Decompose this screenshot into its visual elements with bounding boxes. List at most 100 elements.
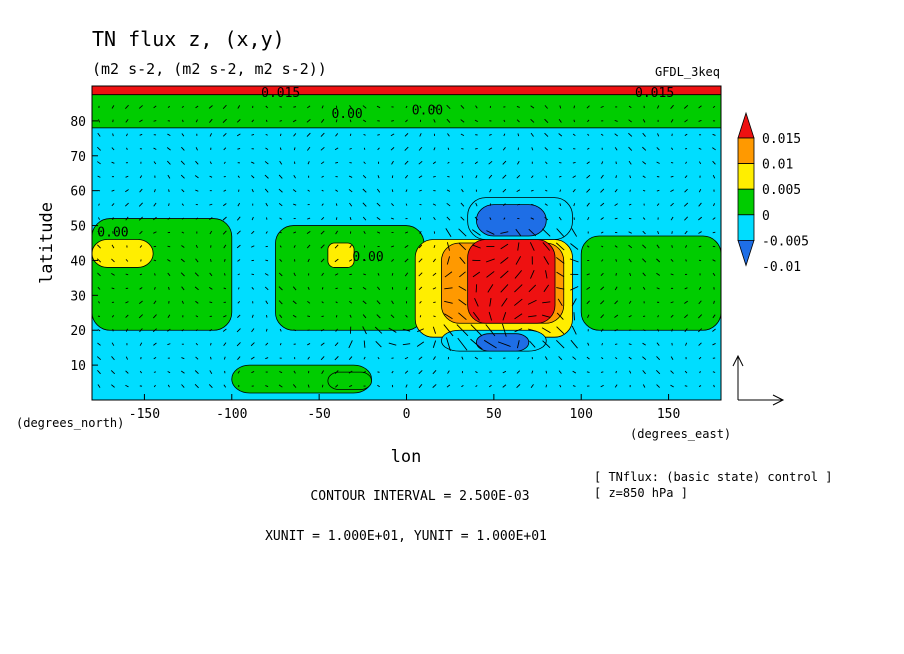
flux-vector	[615, 273, 617, 276]
flux-vector	[572, 175, 577, 179]
flux-vector	[684, 314, 689, 319]
flux-vector	[515, 256, 522, 265]
flux-vector	[139, 175, 143, 179]
flux-vector	[210, 342, 212, 346]
flux-vector	[628, 356, 632, 360]
flux-vector	[657, 230, 660, 235]
flux-vector	[433, 119, 436, 123]
flux-vector	[306, 119, 311, 123]
flux-vector	[250, 356, 255, 360]
flux-vector	[348, 370, 353, 374]
flux-vector	[391, 258, 394, 262]
flux-vector	[97, 175, 101, 178]
flux-vector	[543, 256, 550, 265]
flux-vector	[417, 328, 424, 333]
chart-subtitle: (m2 s-2, (m2 s-2, m2 s-2))	[92, 60, 327, 78]
flux-vector	[629, 370, 632, 374]
flux-vector	[698, 314, 703, 319]
flux-vector	[362, 188, 367, 193]
flux-vector	[446, 384, 451, 388]
flux-vector	[320, 146, 325, 151]
flux-vector	[222, 203, 227, 207]
flux-vector	[111, 384, 115, 388]
flux-vector	[223, 147, 227, 151]
flux-vector	[153, 120, 157, 122]
flux-vector	[514, 328, 523, 333]
flux-vector	[418, 286, 423, 291]
flux-vector	[405, 203, 408, 206]
flux-vector	[542, 228, 551, 237]
flux-vector	[111, 315, 115, 318]
flux-vector	[125, 216, 129, 221]
flux-vector	[530, 384, 534, 388]
flux-vector	[209, 287, 213, 290]
flux-vector	[447, 370, 450, 374]
flux-vector	[265, 134, 268, 136]
flux-vector	[181, 286, 185, 291]
flux-vector	[418, 272, 423, 277]
flux-vector	[488, 384, 492, 388]
flux-vector	[237, 105, 241, 109]
flux-vector	[573, 105, 576, 109]
flux-vector	[390, 314, 395, 319]
flux-vector	[335, 217, 338, 220]
flux-vector	[418, 258, 423, 263]
flux-vector	[600, 133, 604, 136]
flux-vector	[153, 105, 157, 109]
flux-vector	[573, 119, 575, 123]
flux-vector	[600, 314, 605, 319]
flux-vector	[558, 119, 562, 123]
flux-vector	[418, 175, 423, 179]
x-unit-label: (degrees_east)	[630, 427, 731, 441]
flux-vector	[586, 300, 590, 305]
flux-vector	[97, 370, 101, 375]
flux-vector	[138, 105, 143, 109]
flux-vector	[377, 286, 381, 291]
flux-vector	[153, 161, 157, 165]
flux-vector	[266, 119, 268, 122]
flux-vector	[600, 217, 604, 220]
flux-vector	[475, 202, 478, 207]
flux-vector	[601, 357, 604, 360]
flux-vector	[447, 161, 450, 164]
flux-vector	[97, 244, 101, 249]
flux-vector	[459, 271, 466, 278]
flux-vector	[98, 301, 100, 304]
flux-vector	[432, 203, 437, 206]
y-tick-label: 50	[70, 220, 86, 235]
flux-vector	[292, 119, 297, 123]
flux-vector	[195, 342, 198, 346]
contour-label: 0.015	[635, 86, 674, 101]
flux-vector	[685, 342, 688, 346]
flux-vector	[209, 203, 213, 206]
flux-vector	[642, 370, 646, 375]
flux-vector	[167, 174, 171, 179]
flux-vector	[558, 356, 563, 361]
flux-vector	[629, 189, 631, 192]
flux-vector	[321, 105, 324, 109]
flux-vector	[167, 105, 171, 108]
flux-vector	[488, 147, 493, 151]
contour-label: 0.00	[412, 103, 443, 118]
flux-vector	[404, 356, 409, 360]
contour-label: 0.00	[352, 250, 383, 265]
flux-vector	[251, 371, 255, 374]
flux-vector	[516, 370, 521, 374]
flux-vector	[488, 160, 493, 165]
contour-interval: CONTOUR INTERVAL = 2.500E-03	[310, 489, 529, 504]
flux-vector	[472, 271, 481, 278]
flux-vector	[293, 370, 296, 374]
flux-vector	[656, 356, 661, 361]
flux-vector	[376, 314, 381, 319]
flux-vector	[642, 217, 646, 220]
flux-vector	[195, 244, 198, 249]
flux-vector	[502, 160, 507, 165]
flux-vector	[698, 385, 702, 387]
flux-vector	[181, 105, 185, 108]
flux-vector	[278, 272, 283, 277]
flux-vector	[125, 356, 129, 360]
flux-vector	[111, 105, 115, 109]
flux-vector	[391, 370, 394, 374]
flux-vector	[600, 174, 604, 179]
flux-vector	[222, 118, 227, 123]
